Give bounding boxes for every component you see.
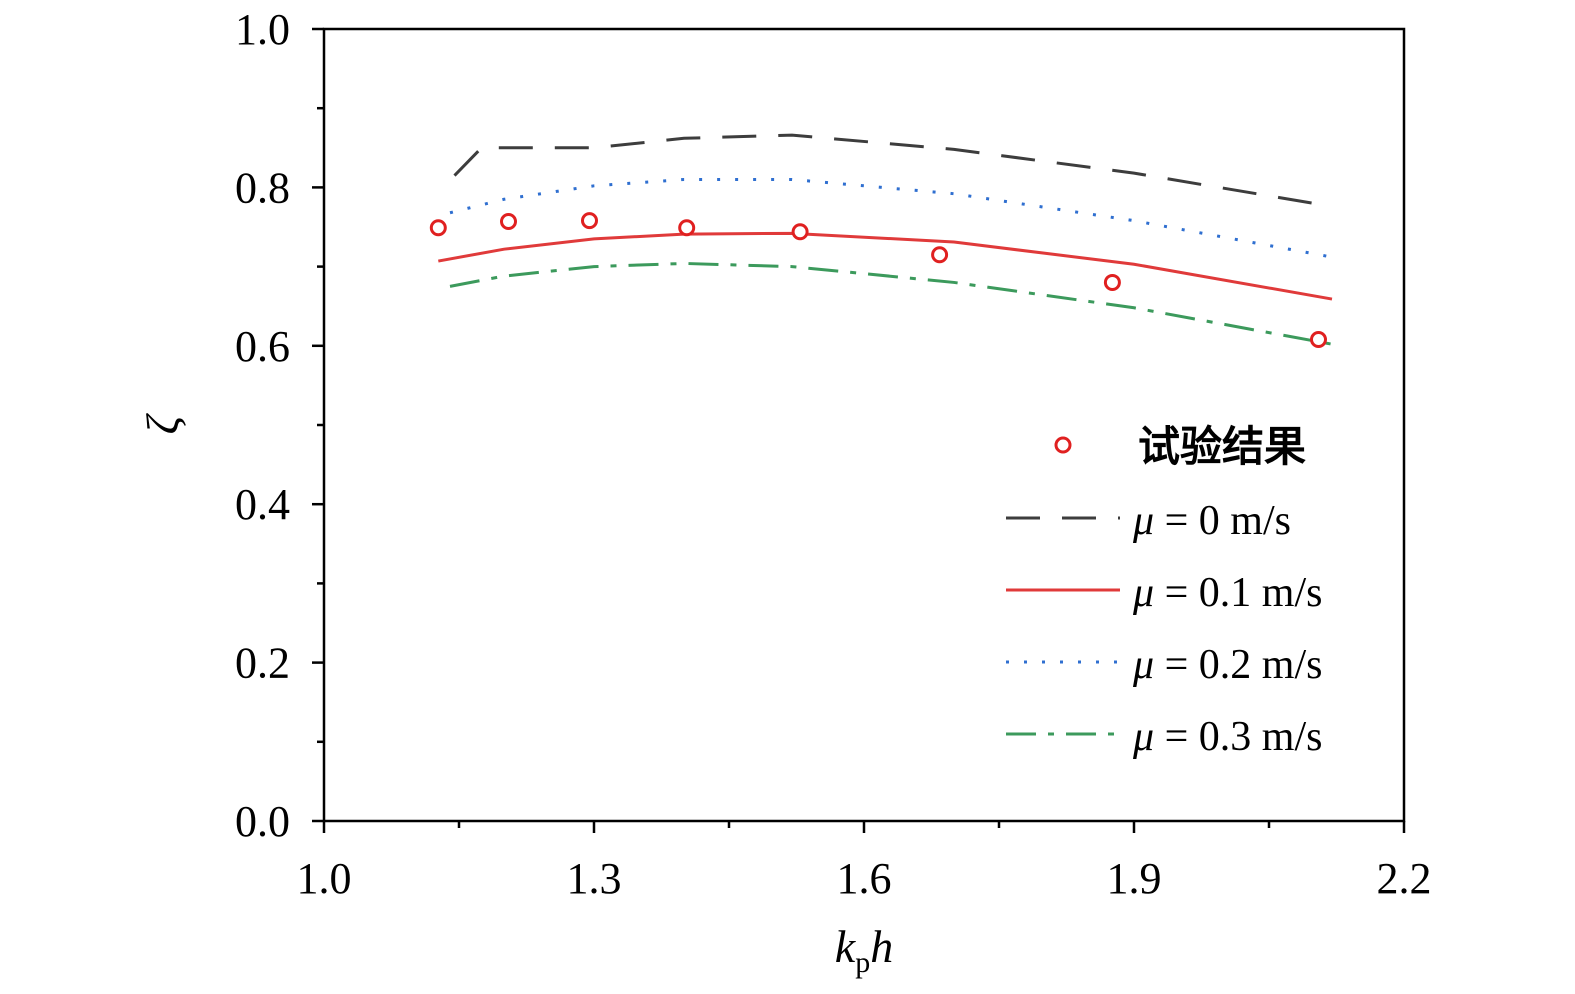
legend: 试验结果 μ = 0 m/s μ = 0.1 m/s μ = 0.2 m/s μ = 0… <box>1006 424 1322 760</box>
series-line <box>438 231 1333 301</box>
tick-labels: 1.0 1.3 1.6 1.9 2.2 0.0 0.2 0.4 0.6 0.8 1.0 <box>235 5 1432 903</box>
legend-label: μ = 0 m/s <box>1132 498 1291 544</box>
series-line <box>449 261 1333 346</box>
legend-item: μ = 0.2 m/s <box>1006 642 1322 688</box>
x-tick-label: 1.6 <box>837 854 892 903</box>
x-axis-title: kph <box>835 921 893 979</box>
legend-label: μ = 0.1 m/s <box>1132 570 1322 616</box>
legend-marker <box>1054 436 1072 454</box>
y-tick-label: 0.4 <box>235 480 290 529</box>
legend-label: μ = 0.2 m/s <box>1132 642 1322 688</box>
data-point <box>931 246 949 264</box>
x-tick-label: 1.0 <box>297 854 352 903</box>
y-tick-label: 0.2 <box>235 639 290 688</box>
data-point <box>1103 273 1121 291</box>
y-tick-label: 0.8 <box>235 163 290 212</box>
legend-label: 试验结果 <box>1138 424 1306 471</box>
series-group <box>429 133 1333 348</box>
data-point <box>581 212 598 230</box>
legend-item: 试验结果 <box>1054 424 1306 471</box>
legend-label: μ = 0.3 m/s <box>1132 714 1322 760</box>
y-tick-label: 0.0 <box>235 797 290 846</box>
legend-item: μ = 0.1 m/s <box>1006 570 1322 616</box>
series-line <box>449 177 1333 259</box>
y-tick-label: 1.0 <box>235 5 290 54</box>
y-tick-label: 0.6 <box>235 322 290 371</box>
data-point <box>1310 330 1327 348</box>
legend-item: μ = 0.3 m/s <box>1006 714 1322 760</box>
legend-item: μ = 0 m/s <box>1006 498 1291 544</box>
x-tick-label: 2.2 <box>1377 854 1432 903</box>
axis-ticks <box>312 27 1406 833</box>
x-tick-label: 1.3 <box>567 854 622 903</box>
data-point <box>429 219 447 237</box>
data-point <box>791 223 809 241</box>
y-axis-title: ζ <box>137 412 188 434</box>
x-tick-label: 1.9 <box>1107 854 1162 903</box>
data-point <box>678 219 696 237</box>
series-line <box>453 133 1333 208</box>
data-point <box>500 212 517 230</box>
